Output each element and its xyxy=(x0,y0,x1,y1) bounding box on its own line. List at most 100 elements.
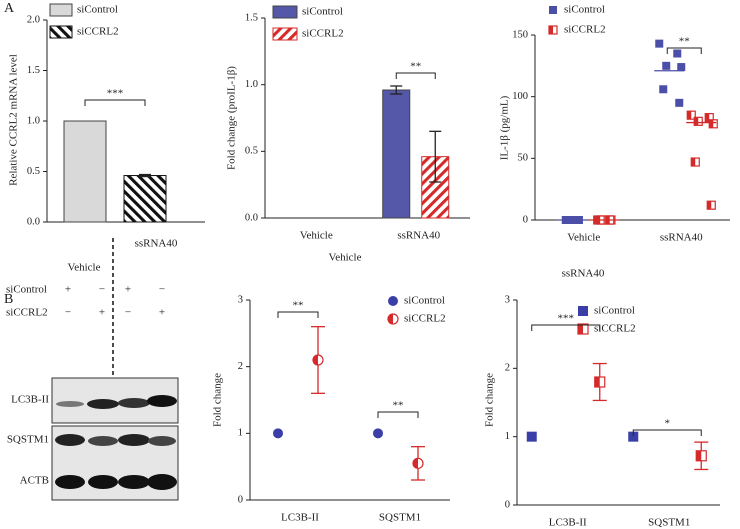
data-point xyxy=(675,98,684,107)
data-point xyxy=(273,428,283,439)
legend-marker xyxy=(548,25,558,35)
chart-title: ssRNA40 xyxy=(562,268,605,280)
sign: − xyxy=(99,284,105,296)
sign: + xyxy=(125,284,131,296)
error-bar xyxy=(429,130,442,183)
y-tick-label: 1.0 xyxy=(27,115,40,126)
y-tick-label: 2.0 xyxy=(27,14,40,25)
y-axis-label: Fold change (proIL-1β) xyxy=(226,66,238,170)
legend-swatch xyxy=(272,5,298,19)
legend-swatch xyxy=(49,25,73,39)
panel-label: B xyxy=(4,292,13,307)
band-label: ACTB xyxy=(20,475,49,487)
row-label: siControl xyxy=(6,284,47,296)
band xyxy=(118,475,150,489)
data-point xyxy=(673,49,682,58)
sign: + xyxy=(159,307,165,319)
significance-label: ** xyxy=(393,400,404,412)
legend-label: siCCRL2 xyxy=(404,313,446,325)
row-label: siCCRL2 xyxy=(6,307,48,319)
legend-marker xyxy=(388,296,398,306)
significance-label: *** xyxy=(558,313,575,325)
sign: − xyxy=(125,307,131,319)
y-tick-label: 1 xyxy=(238,428,243,439)
data-point xyxy=(677,63,686,72)
y-tick-label: 0.0 xyxy=(245,212,258,223)
band xyxy=(88,436,118,446)
data-point xyxy=(526,431,537,442)
y-axis-label: Fold change xyxy=(212,373,224,427)
sign: − xyxy=(65,307,71,319)
error-bar xyxy=(390,85,403,95)
legend-label: siCCRL2 xyxy=(302,28,344,40)
data-point xyxy=(659,85,668,94)
significance-bracket xyxy=(377,411,419,418)
legend-label: siControl xyxy=(564,4,605,16)
x-tick-label: LC3B-II xyxy=(281,512,319,524)
y-tick-label: 0 xyxy=(238,494,243,505)
y-axis-label: Relative CCRL2 mRNA level xyxy=(8,54,20,186)
western-blot: Vehicle ssRNA40 siControl siCCRL2 + − + … xyxy=(6,238,179,501)
data-point xyxy=(686,110,696,120)
significance-bracket xyxy=(666,47,702,54)
y-tick-label: 2 xyxy=(505,363,510,374)
significance-label: ** xyxy=(293,300,304,312)
x-tick-label: ssRNA40 xyxy=(397,230,440,242)
y-tick-label: 0.5 xyxy=(27,166,40,177)
legend-label: siCCRL2 xyxy=(594,323,636,335)
sign: − xyxy=(159,284,165,296)
treatment-label: ssRNA40 xyxy=(135,238,178,250)
significance-label: * xyxy=(665,418,671,430)
y-tick-label: 3 xyxy=(505,294,510,305)
x-tick-label: LC3B-II xyxy=(549,517,587,529)
y-tick-label: 50 xyxy=(518,153,529,164)
y-tick-label: 3 xyxy=(238,294,243,305)
data-point xyxy=(706,200,716,210)
legend-marker xyxy=(549,6,557,14)
y-tick-label: 1.0 xyxy=(245,79,258,90)
data-point xyxy=(695,450,707,462)
bar xyxy=(63,120,107,223)
treatment-label: Vehicle xyxy=(68,262,101,274)
data-point xyxy=(690,157,700,167)
y-tick-label: 150 xyxy=(512,29,528,40)
significance-bracket xyxy=(395,72,436,79)
band-label: LC3B-II xyxy=(11,394,49,406)
band xyxy=(118,398,150,408)
bar xyxy=(382,89,411,219)
legend-label: siCCRL2 xyxy=(564,24,606,36)
significance-label: ** xyxy=(410,61,421,73)
significance-bracket xyxy=(531,324,601,331)
error-bar xyxy=(139,173,151,178)
data-point xyxy=(662,61,671,70)
y-tick-label: 0 xyxy=(523,214,528,225)
x-tick-label: Vehicle xyxy=(567,232,600,244)
data-point xyxy=(412,457,424,469)
band-label: SQSTM1 xyxy=(7,434,49,446)
legend-swatch xyxy=(272,27,298,41)
data-point xyxy=(373,428,383,439)
sign: + xyxy=(99,307,105,319)
significance-bracket xyxy=(277,311,319,318)
legend-label: siControl xyxy=(594,305,635,317)
significance-bracket xyxy=(84,99,146,106)
y-tick-label: 100 xyxy=(512,91,528,102)
y-tick-label: 1.5 xyxy=(27,65,40,76)
data-point xyxy=(655,39,664,48)
band xyxy=(88,475,118,489)
data-point xyxy=(312,354,324,366)
data-point xyxy=(594,376,606,388)
panel-label: A xyxy=(4,1,15,16)
y-tick-label: 0 xyxy=(505,499,510,510)
band xyxy=(87,399,119,409)
significance-label: ** xyxy=(679,36,690,48)
band xyxy=(148,436,176,446)
y-tick-label: 0.0 xyxy=(27,216,40,227)
legend-marker xyxy=(578,306,588,316)
y-tick-label: 2 xyxy=(238,361,243,372)
band xyxy=(56,401,84,407)
x-tick-label: SQSTM1 xyxy=(648,517,690,529)
y-tick-label: 1 xyxy=(505,431,510,442)
y-axis-label: IL-1β (pg/mL) xyxy=(499,95,511,160)
